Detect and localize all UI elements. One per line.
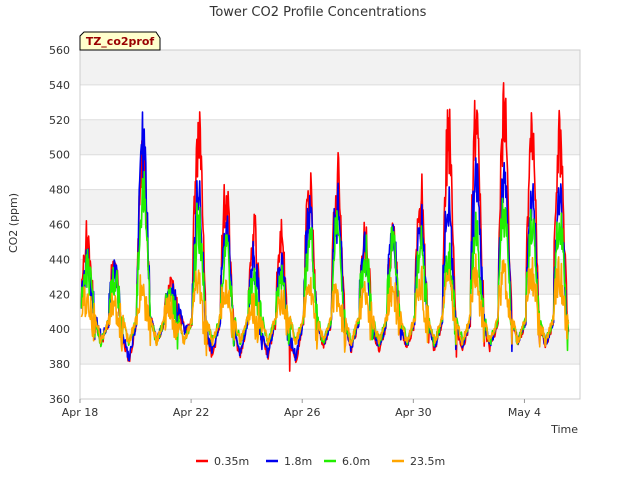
y-tick-label: 400 — [49, 323, 70, 336]
site-badge-box — [79, 31, 161, 51]
plot-frame — [79, 49, 581, 400]
x-tick-label: Apr 22 — [173, 406, 210, 419]
y-tick-label: 500 — [49, 149, 70, 162]
series-line-23_5m — [80, 253, 570, 357]
legend: 0.35m 1.8m 6.0m 23.5m — [196, 455, 445, 468]
grid-band — [80, 189, 580, 225]
x-axis-label: Time — [550, 423, 578, 436]
legend-label-1_8m: 1.8m — [284, 455, 312, 468]
series-layer — [80, 82, 570, 372]
y-axis-label: CO2 (ppm) — [7, 193, 20, 253]
y-tick-label: 440 — [49, 253, 70, 266]
site-badge: TZ_co2prof — [79, 31, 161, 51]
grid-band — [80, 50, 580, 85]
y-tick-label: 360 — [49, 393, 70, 406]
x-tick-label: Apr 30 — [395, 406, 432, 419]
y-tick-label: 560 — [49, 44, 70, 57]
chart-title: Tower CO2 Profile Concentrations — [209, 5, 427, 20]
legend-label-23_5m: 23.5m — [410, 455, 445, 468]
x-tick-label: Apr 26 — [284, 406, 321, 419]
grid-band — [80, 259, 580, 295]
y-tick-label: 480 — [49, 184, 70, 197]
x-tick-label: Apr 18 — [62, 406, 99, 419]
axes: 360 380 400 420 440 460 480 500 520 540 560 Apr 18 A… — [49, 44, 581, 419]
y-tick-label: 380 — [49, 358, 70, 371]
site-badge-label: TZ_co2prof — [86, 35, 155, 48]
y-tick-label: 460 — [49, 219, 70, 232]
x-tick-label: May 4 — [508, 406, 541, 419]
y-tick-label: 540 — [49, 79, 70, 92]
y-tick-label: 420 — [49, 288, 70, 301]
grid-band — [80, 329, 580, 365]
legend-label-6_0m: 6.0m — [342, 455, 370, 468]
y-tick-label: 520 — [49, 114, 70, 127]
legend-label-0_35m: 0.35m — [214, 455, 249, 468]
grid-band — [80, 119, 580, 155]
